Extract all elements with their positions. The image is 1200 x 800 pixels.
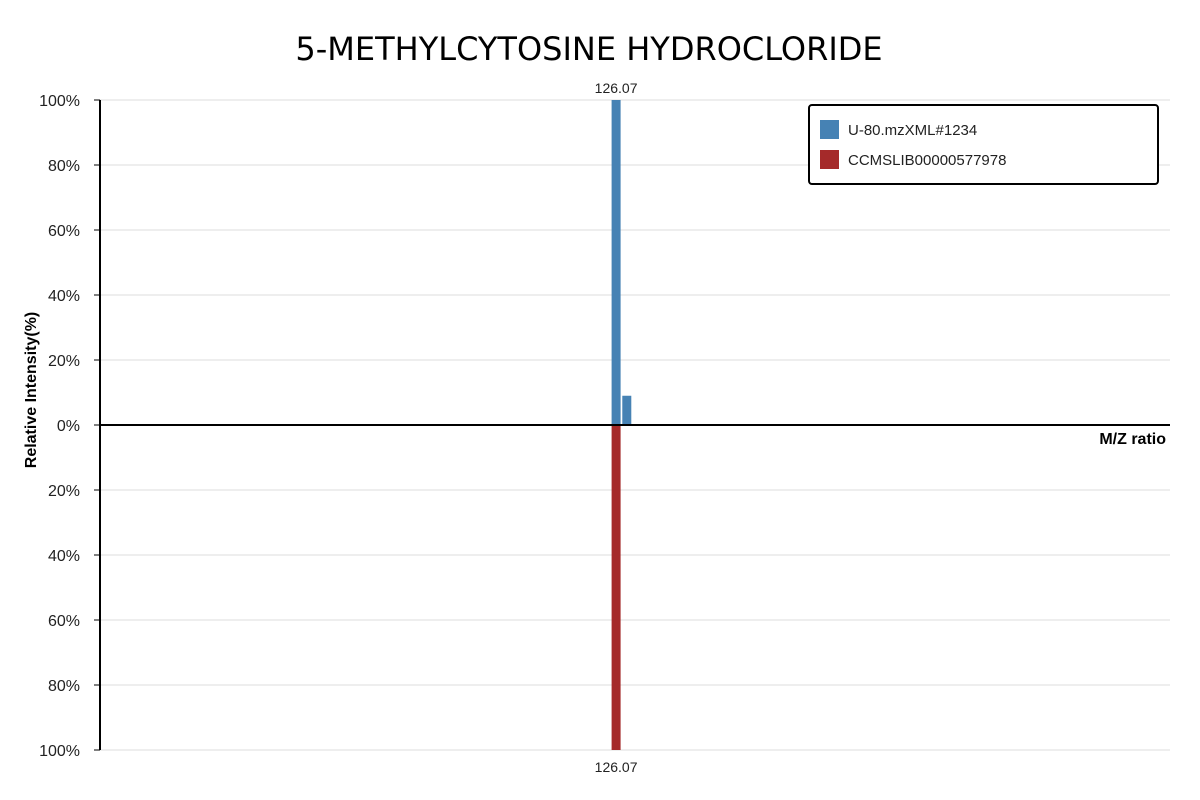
y-tick-label: 40%	[48, 548, 80, 565]
legend-label: U-80.mzXML#1234	[848, 122, 977, 139]
y-tick-label: 80%	[48, 678, 80, 695]
y-tick-label: 100%	[39, 743, 80, 760]
y-tick-label: 40%	[48, 288, 80, 305]
peak-labels: 126.07 126.07	[595, 80, 638, 775]
chart-title: 5-METHYLCYTOSINE HYDROCLORIDE	[295, 30, 882, 68]
y-tick-label: 80%	[48, 158, 80, 175]
legend-label: CCMSLIB00000577978	[848, 152, 1006, 169]
legend-swatch	[820, 120, 839, 139]
y-tick-label: 60%	[48, 613, 80, 630]
legend: U-80.mzXML#1234 CCMSLIB00000577978	[808, 104, 1159, 185]
y-tick-label: 100%	[39, 93, 80, 110]
y-tick-label: 60%	[48, 223, 80, 240]
peak-label: 126.07	[595, 80, 638, 96]
y-tick-label: 0%	[57, 418, 80, 435]
y-axis-ticks: 100% 80% 60% 40% 20% 0% 20% 40% 60% 80% 100%	[39, 93, 100, 760]
y-tick-label: 20%	[48, 353, 80, 370]
legend-swatch	[820, 150, 839, 169]
peak-bar	[611, 425, 621, 750]
y-tick-label: 20%	[48, 483, 80, 500]
peak-bar	[622, 395, 632, 425]
peak-bar	[611, 100, 621, 425]
peak-bars	[611, 100, 632, 750]
x-axis-label: M/Z ratio	[1099, 431, 1166, 448]
legend-box	[808, 104, 1159, 185]
peak-label: 126.07	[595, 759, 638, 775]
y-axis-label: Relative Intensity(%)	[23, 312, 40, 468]
